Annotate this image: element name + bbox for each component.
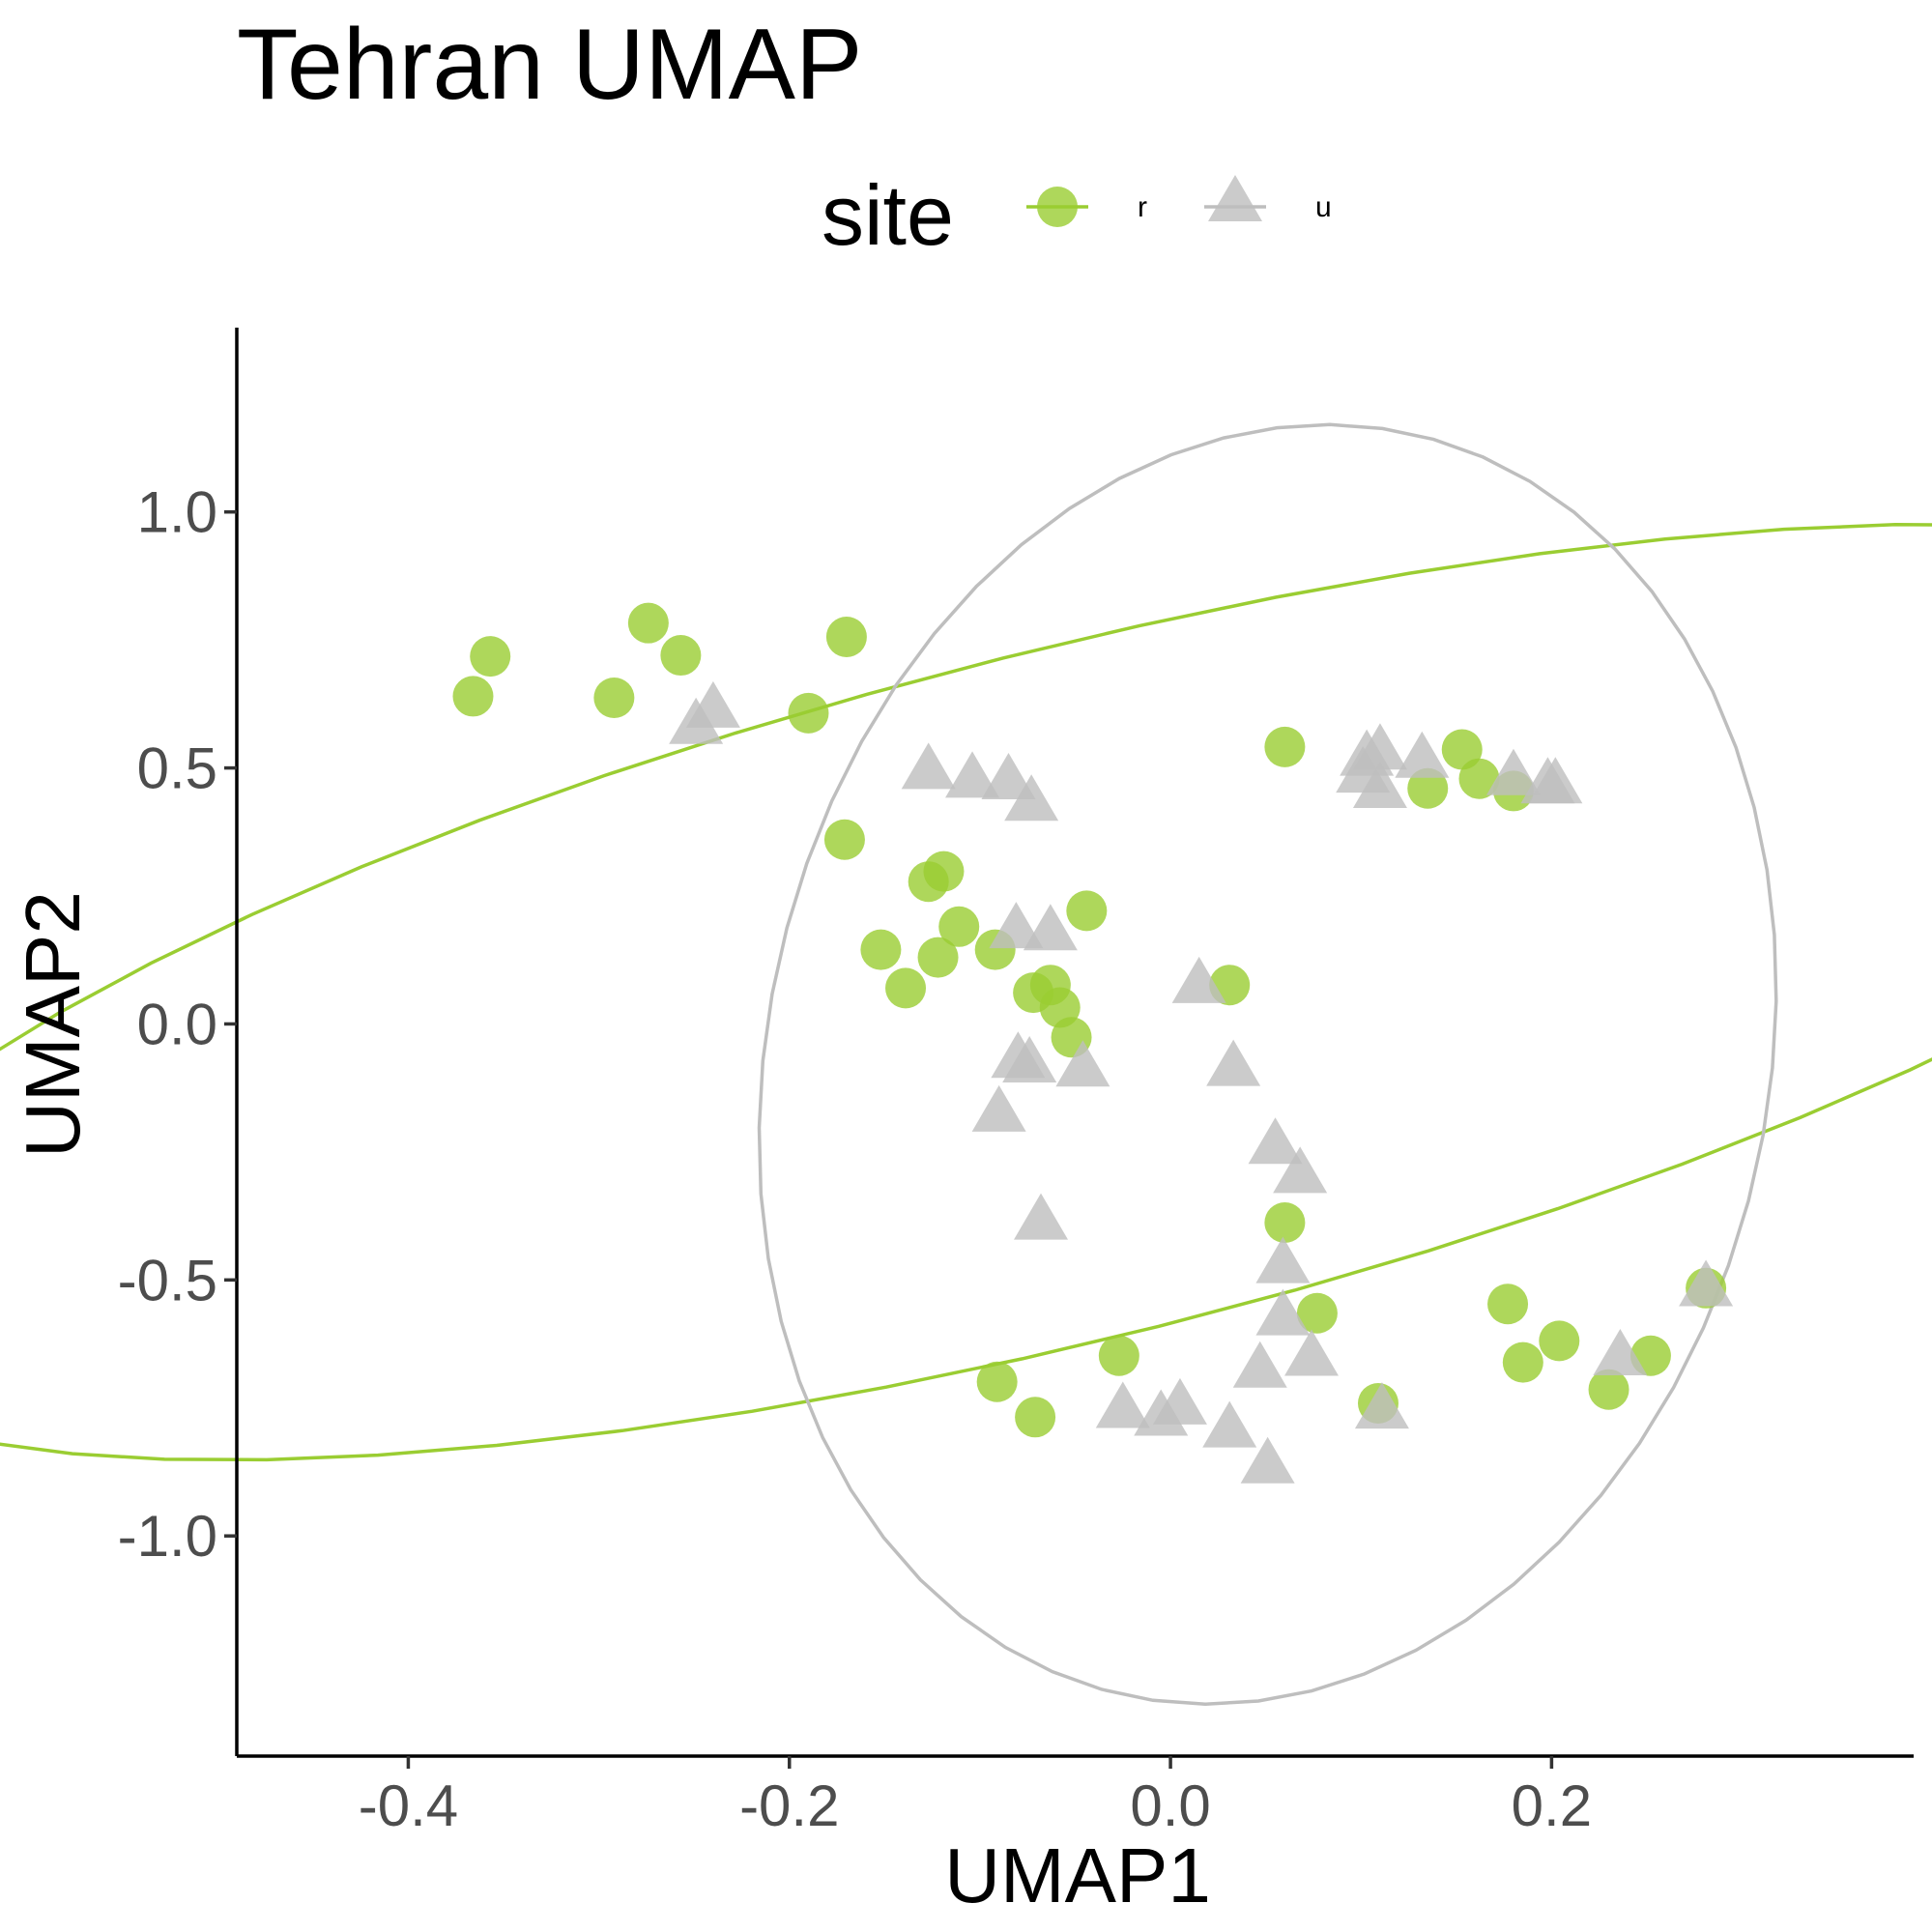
point-r: [908, 861, 949, 903]
point-u: [989, 902, 1044, 949]
y-tick-label: 0.5: [137, 736, 217, 801]
plot-panel: -0.4 -0.2 0.0 0.2 1.0 0.5 0.0 -0.5 -1.0: [0, 328, 1932, 1838]
point-u: [981, 753, 1036, 800]
ellipse-u: [757, 422, 1778, 1707]
point-r: [1588, 1369, 1629, 1410]
point-u: [1095, 1381, 1150, 1428]
point-u: [971, 1084, 1026, 1132]
y-axis-ticks: 1.0 0.5 0.0 -0.5 -1.0: [118, 480, 237, 1569]
point-r: [627, 602, 669, 644]
x-axis-ticks: -0.4 -0.2 0.0 0.2: [359, 1756, 1592, 1838]
point-r: [1066, 890, 1108, 932]
confidence-ellipses: [0, 422, 1932, 1707]
x-tick-label: 0.2: [1512, 1773, 1592, 1838]
point-u: [1202, 1400, 1257, 1448]
point-u: [1023, 904, 1078, 951]
y-tick-label: 0.0: [137, 992, 217, 1056]
point-r: [1098, 1335, 1139, 1376]
point-u: [1248, 1117, 1303, 1165]
point-u: [669, 697, 724, 744]
point-r: [938, 906, 980, 947]
point-u: [1283, 1329, 1339, 1376]
point-u: [1395, 731, 1450, 778]
point-u: [1593, 1328, 1648, 1375]
point-r: [860, 929, 902, 970]
y-tick-label: -1.0: [118, 1504, 217, 1569]
point-r: [1458, 758, 1500, 799]
point-u: [1528, 757, 1583, 804]
point-u: [1352, 762, 1407, 809]
point-u: [1014, 1193, 1069, 1240]
point-r: [1264, 726, 1306, 767]
point-r: [593, 678, 635, 719]
chart-title: Tehran UMAP: [237, 9, 862, 121]
point-u: [1004, 774, 1059, 822]
point-r: [1407, 767, 1449, 809]
point-u: [1002, 1035, 1057, 1082]
y-tick-label: -0.5: [118, 1248, 217, 1312]
legend-label-r: r: [1138, 191, 1147, 223]
legend-key-circle-r: [1037, 187, 1078, 227]
point-r: [885, 967, 927, 1009]
point-u: [1485, 748, 1541, 795]
legend: site r u: [822, 167, 1332, 263]
point-u: [1206, 1039, 1261, 1086]
point-r: [1487, 1283, 1529, 1325]
point-r: [660, 635, 702, 677]
point-u: [1152, 1377, 1207, 1425]
point-r: [976, 1361, 1018, 1402]
point-r: [452, 676, 494, 717]
y-axis-title: UMAP2: [10, 891, 96, 1158]
data-points: [452, 602, 1734, 1484]
point-r: [825, 616, 867, 657]
point-u: [1354, 1382, 1409, 1429]
y-tick-label: 1.0: [137, 480, 217, 545]
point-r: [1502, 1341, 1543, 1383]
x-tick-label: -0.2: [739, 1773, 839, 1838]
point-r: [1015, 1397, 1056, 1438]
point-u: [901, 742, 956, 790]
point-u: [945, 751, 1000, 798]
ellipse-r: [0, 523, 1932, 1462]
point-r: [788, 692, 829, 734]
point-u: [1255, 1236, 1311, 1283]
x-tick-label: 0.0: [1130, 1773, 1210, 1838]
point-r: [917, 937, 959, 978]
legend-item-r: r: [1026, 187, 1147, 227]
point-u: [1679, 1259, 1734, 1307]
point-u: [1055, 1040, 1110, 1087]
legend-title: site: [822, 167, 954, 263]
point-u: [1255, 1288, 1311, 1336]
point-r: [470, 636, 511, 678]
point-u: [1240, 1436, 1295, 1484]
legend-key-triangle-u: [1208, 175, 1262, 221]
legend-item-u: u: [1204, 175, 1332, 223]
point-r: [1539, 1320, 1580, 1362]
x-tick-label: -0.4: [359, 1773, 458, 1838]
point-r: [1264, 1202, 1306, 1244]
point-u: [1232, 1341, 1287, 1388]
legend-label-u: u: [1315, 191, 1332, 223]
point-r: [1296, 1292, 1338, 1334]
point-u: [1273, 1146, 1328, 1194]
x-axis-title: UMAP1: [944, 1832, 1211, 1918]
point-r: [823, 819, 865, 860]
point-u: [1171, 956, 1226, 1003]
